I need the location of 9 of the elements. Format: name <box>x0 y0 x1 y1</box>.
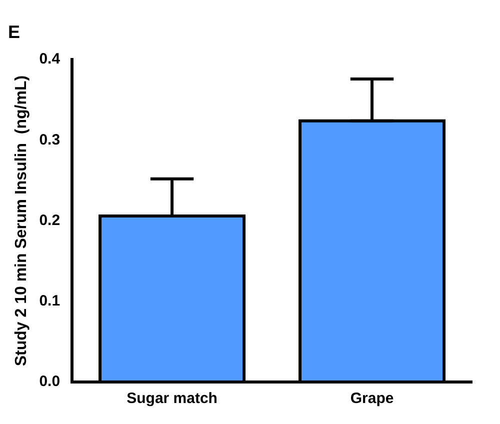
y-axis-title: Study 2 10 min Serum Insulin (ng/mL) <box>13 75 30 366</box>
y-tick-label: 0.2 <box>39 212 60 229</box>
y-tick-label: 0.0 <box>39 373 60 390</box>
x-tick-label: Grape <box>350 390 394 408</box>
y-tick-label: 0.4 <box>39 50 61 68</box>
y-tick-label: 0.3 <box>39 131 60 148</box>
x-tick-label: Sugar match <box>126 390 218 408</box>
chart-title: E <box>8 22 20 42</box>
y-tick-label: 0.1 <box>39 292 60 310</box>
